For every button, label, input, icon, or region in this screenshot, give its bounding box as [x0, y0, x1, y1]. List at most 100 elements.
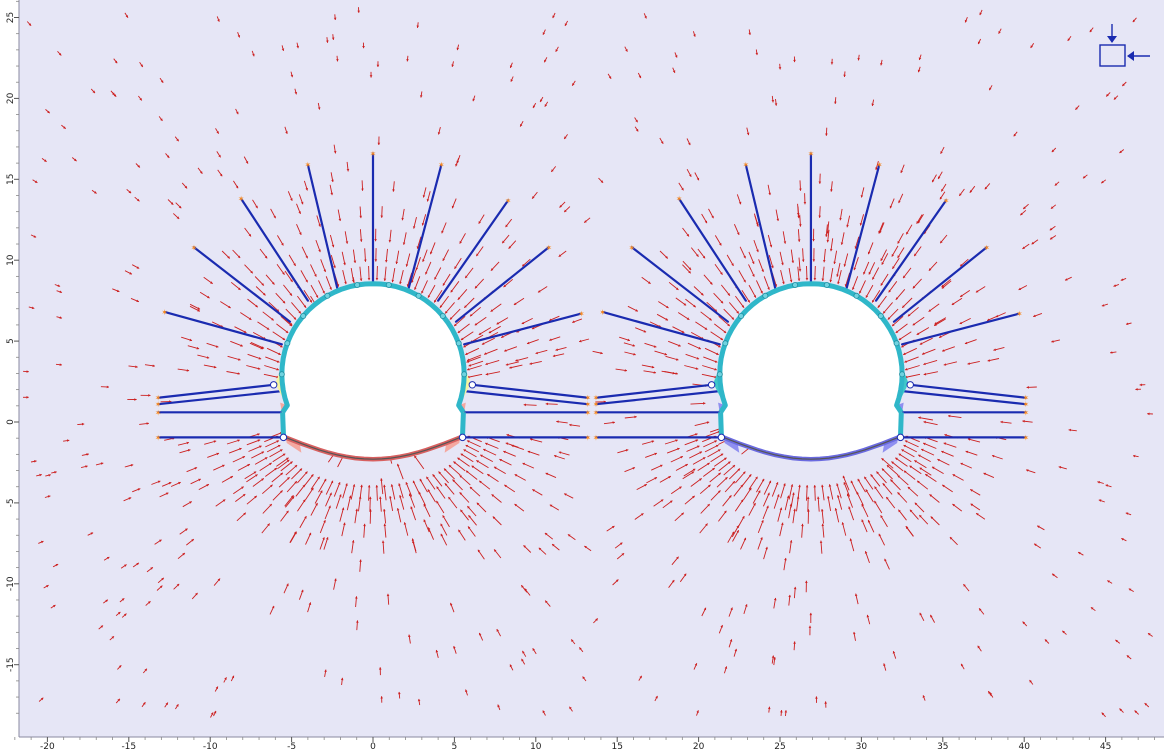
- flow-vector: [891, 315, 904, 327]
- flow-vector-head: [457, 297, 461, 300]
- flow-vector-head: [694, 663, 698, 666]
- x-tick-label: -15: [121, 742, 136, 752]
- flow-vector-head: [293, 531, 297, 535]
- flow-vector-head: [1135, 388, 1138, 391]
- flow-vector: [488, 325, 501, 334]
- flow-vector-head: [836, 483, 839, 486]
- rock-bolt: [306, 163, 339, 289]
- flow-vector: [756, 478, 765, 493]
- flow-vector: [310, 264, 317, 277]
- flow-vector: [684, 365, 699, 370]
- flow-vector-head: [654, 452, 657, 456]
- flow-vector: [421, 280, 428, 294]
- flow-vector-head: [344, 281, 347, 285]
- flow-vector: [466, 440, 481, 448]
- flow-vector-head: [343, 522, 346, 526]
- flow-vector-head: [903, 352, 906, 355]
- lining-node: [823, 281, 830, 288]
- flow-vector-head: [1144, 703, 1148, 706]
- flow-vector: [797, 266, 800, 281]
- flow-vector-head: [876, 471, 879, 475]
- flow-vector: [330, 254, 336, 269]
- flow-vector-head: [435, 650, 439, 653]
- flow-vector-head: [492, 516, 496, 519]
- flow-vector: [907, 306, 919, 317]
- flow-vector-head: [879, 230, 882, 234]
- flow-vector: [904, 440, 919, 448]
- flow-vector-head: [159, 585, 163, 589]
- flow-vector: [814, 265, 816, 281]
- flow-vector-head: [789, 540, 793, 543]
- x-axis-ruler: -20 -15 -10 -5 0 5 10 15 20 25 30 35 40 45: [14, 737, 1155, 752]
- crown-lining: [279, 281, 467, 414]
- flow-vector-head: [782, 281, 785, 285]
- flow-vector-head: [361, 188, 364, 191]
- flow-vector-head: [26, 370, 29, 373]
- flow-vector-head: [189, 338, 192, 342]
- flow-vector-head: [113, 94, 117, 97]
- flow-vector-head: [414, 455, 417, 459]
- flow-vector: [350, 268, 355, 283]
- flow-vector-head: [813, 278, 817, 281]
- flow-vector: [419, 478, 428, 493]
- flow-vector-head: [897, 492, 900, 495]
- bolt-end-marker: ✶: [155, 433, 162, 442]
- flow-vector: [476, 460, 489, 469]
- support-condition-icon[interactable]: [1099, 24, 1150, 67]
- flow-vector-head: [106, 385, 109, 389]
- flow-vector-head: [329, 492, 332, 496]
- flow-vector: [438, 471, 449, 484]
- bolt-end-marker: ✶: [155, 400, 162, 409]
- flow-vector-head: [1058, 466, 1062, 469]
- rock-bolt: [471, 383, 589, 399]
- flow-vector-head: [720, 625, 723, 628]
- flow-vector: [504, 346, 518, 352]
- flow-vector-head: [917, 69, 921, 73]
- flow-vector: [391, 484, 396, 500]
- x-tick-label: 10: [530, 742, 542, 752]
- bolt-end-marker: ✶: [155, 408, 162, 417]
- bolt-end-marker: ✶: [629, 243, 636, 252]
- flow-vector-head: [213, 440, 217, 443]
- flow-vector-head: [186, 369, 190, 372]
- flow-vector-head: [105, 599, 108, 603]
- left-tunnel[interactable]: [269, 281, 477, 462]
- flow-vector-head: [176, 583, 180, 587]
- flow-vector-head: [904, 360, 907, 363]
- flow-vector-head: [909, 509, 913, 513]
- flow-vector-head: [872, 277, 875, 280]
- flow-vector-head: [378, 667, 382, 670]
- flow-vector-head: [465, 275, 468, 279]
- flow-vector-head: [1101, 712, 1105, 716]
- flow-vector-head: [919, 467, 923, 470]
- flow-vector-head: [396, 508, 400, 511]
- flow-vector-head: [648, 281, 651, 284]
- flow-vector: [702, 365, 717, 371]
- bolt-end-marker: ✶: [742, 161, 749, 170]
- flow-vector-head: [351, 540, 355, 543]
- flow-vector-head: [182, 553, 185, 556]
- flow-vector-head: [897, 475, 901, 478]
- right-tunnel[interactable]: [707, 281, 914, 462]
- flow-vector-head: [532, 196, 535, 199]
- flow-vector-head: [696, 177, 700, 181]
- flow-vector-head: [544, 59, 547, 63]
- flow-vector-head: [959, 193, 962, 196]
- flow-vector: [814, 485, 816, 501]
- lining-node: [284, 340, 291, 347]
- flow-vector: [846, 493, 854, 508]
- flow-vector-head: [445, 310, 448, 314]
- bolt-end-marker: ✶: [808, 149, 815, 158]
- flow-vector: [692, 457, 706, 465]
- joint-node: [896, 433, 905, 442]
- flow-vector-head: [898, 337, 902, 340]
- flow-vector-head: [474, 323, 478, 326]
- flow-vector-head: [176, 704, 179, 707]
- flow-vector: [460, 453, 474, 463]
- flow-vector-head: [301, 589, 304, 593]
- flow-vector-head: [459, 475, 463, 478]
- flow-vector: [704, 444, 719, 453]
- flow-vector-head: [452, 479, 455, 482]
- flow-vector-head: [767, 287, 770, 290]
